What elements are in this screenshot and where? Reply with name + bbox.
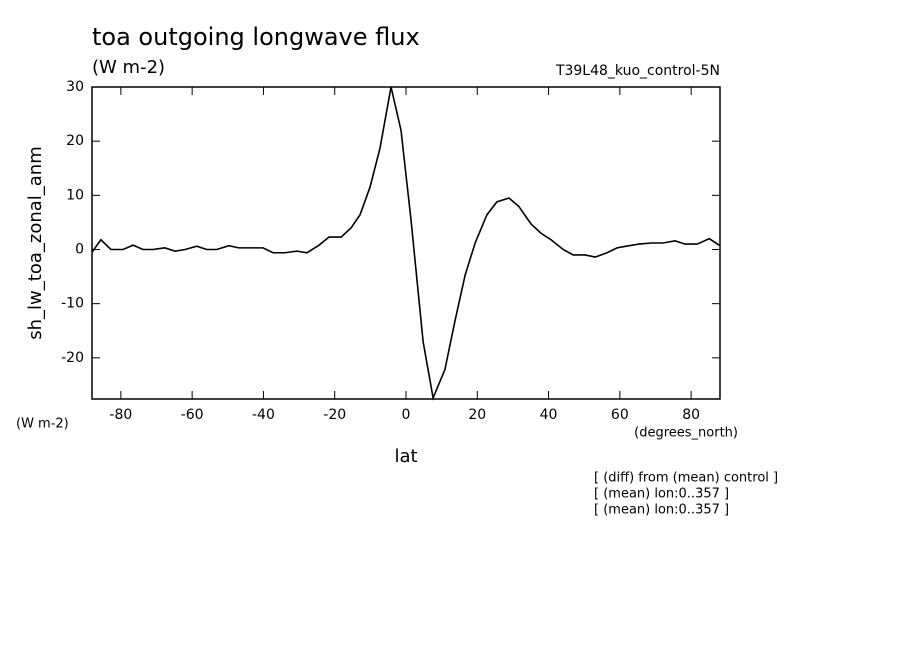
x-tick-label: -60 bbox=[181, 407, 204, 423]
note: [ (mean) lon:0..357 ] bbox=[594, 503, 729, 518]
x-tick-label: 0 bbox=[402, 407, 411, 423]
note: [ (diff) from (mean) control ] bbox=[594, 471, 778, 486]
y-tick-label: 10 bbox=[66, 187, 84, 203]
y-tick-label: 30 bbox=[66, 79, 84, 95]
x-tick-label: -80 bbox=[109, 407, 132, 423]
note: [ (mean) lon:0..357 ] bbox=[594, 487, 729, 502]
chart-title: toa outgoing longwave flux bbox=[92, 23, 420, 51]
x-units: (degrees_north) bbox=[634, 426, 738, 441]
x-tick-label: 40 bbox=[540, 407, 558, 423]
chart-subtitle: (W m-2) bbox=[92, 57, 165, 78]
y-tick-label: 0 bbox=[75, 242, 84, 258]
run-label: T39L48_kuo_control-5N bbox=[555, 63, 720, 79]
y-tick-label: -10 bbox=[61, 296, 84, 312]
x-tick-label: -40 bbox=[252, 407, 275, 423]
y-units: (W m-2) bbox=[16, 417, 69, 432]
x-tick-label: 80 bbox=[682, 407, 700, 423]
x-tick-label: 60 bbox=[611, 407, 629, 423]
data-line bbox=[91, 86, 721, 401]
x-axis-label: lat bbox=[394, 446, 417, 467]
y-axis-label: sh_lw_toa_zonal_anm bbox=[25, 146, 46, 339]
x-tick-label: -20 bbox=[323, 407, 346, 423]
plot-frame bbox=[91, 86, 721, 400]
x-tick-label: 20 bbox=[468, 407, 486, 423]
y-tick-label: -20 bbox=[61, 350, 84, 366]
y-tick-label: 20 bbox=[66, 133, 84, 149]
